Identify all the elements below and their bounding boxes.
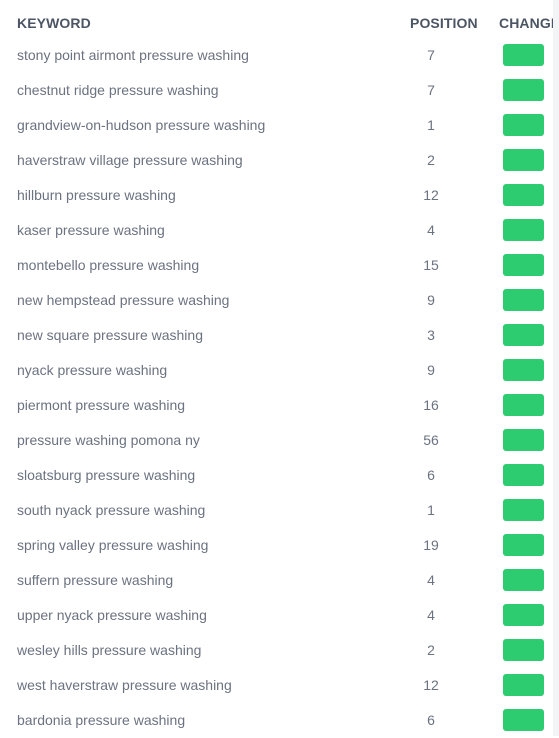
change-badge	[503, 674, 544, 696]
position-cell: 2	[427, 642, 435, 658]
table-row[interactable]: suffern pressure washing 4	[0, 563, 559, 598]
position-cell: 12	[423, 187, 439, 203]
keyword-cell: kaser pressure washing	[17, 222, 165, 238]
keyword-cell: chestnut ridge pressure washing	[17, 82, 219, 98]
column-header-keyword[interactable]: KEYWORD	[17, 15, 91, 31]
scrollbar[interactable]	[553, 0, 559, 736]
table-row[interactable]: new square pressure washing 3	[0, 318, 559, 353]
change-badge	[503, 219, 544, 241]
table-row[interactable]: wesley hills pressure washing 2	[0, 633, 559, 668]
keyword-cell: wesley hills pressure washing	[17, 642, 202, 658]
position-cell: 9	[427, 292, 435, 308]
table-row[interactable]: west haverstraw pressure washing 12	[0, 668, 559, 703]
table-row[interactable]: kaser pressure washing 4	[0, 213, 559, 248]
table-row[interactable]: new hempstead pressure washing 9	[0, 283, 559, 318]
table-row[interactable]: grandview-on-hudson pressure washing 1	[0, 108, 559, 143]
table-row[interactable]: spring valley pressure washing 19	[0, 528, 559, 563]
position-cell: 4	[427, 222, 435, 238]
keyword-cell: grandview-on-hudson pressure washing	[17, 117, 266, 133]
keyword-cell: suffern pressure washing	[17, 572, 174, 588]
keyword-cell: sloatsburg pressure washing	[17, 467, 196, 483]
position-cell: 6	[427, 467, 435, 483]
position-cell: 2	[427, 152, 435, 168]
change-badge	[503, 604, 544, 626]
change-badge	[503, 149, 544, 171]
change-badge	[503, 394, 544, 416]
table-row[interactable]: chestnut ridge pressure washing 7	[0, 73, 559, 108]
position-cell: 16	[423, 397, 439, 413]
change-badge	[503, 569, 544, 591]
table-row[interactable]: south nyack pressure washing 1	[0, 493, 559, 528]
keyword-cell: pressure washing pomona ny	[17, 432, 200, 448]
column-header-change[interactable]: CHANGE	[499, 15, 559, 31]
position-cell: 1	[427, 117, 435, 133]
keyword-cell: new hempstead pressure washing	[17, 292, 230, 308]
change-badge	[503, 289, 544, 311]
keyword-cell: stony point airmont pressure washing	[17, 47, 249, 63]
table-row[interactable]: hillburn pressure washing 12	[0, 178, 559, 213]
table-row[interactable]: haverstraw village pressure washing 2	[0, 143, 559, 178]
change-badge	[503, 429, 544, 451]
change-badge	[503, 114, 544, 136]
change-badge	[503, 359, 544, 381]
change-badge	[503, 44, 544, 66]
table-row[interactable]: piermont pressure washing 16	[0, 388, 559, 423]
position-cell: 4	[427, 607, 435, 623]
change-badge	[503, 639, 544, 661]
change-badge	[503, 79, 544, 101]
position-cell: 7	[427, 82, 435, 98]
position-cell: 9	[427, 362, 435, 378]
position-cell: 12	[423, 677, 439, 693]
keyword-cell: piermont pressure washing	[17, 397, 186, 413]
keyword-cell: nyack pressure washing	[17, 362, 168, 378]
position-cell: 15	[423, 257, 439, 273]
position-cell: 3	[427, 327, 435, 343]
position-cell: 56	[423, 432, 439, 448]
keyword-cell: south nyack pressure washing	[17, 502, 206, 518]
change-badge	[503, 324, 544, 346]
table-row[interactable]: sloatsburg pressure washing 6	[0, 458, 559, 493]
position-cell: 7	[427, 47, 435, 63]
table-body: stony point airmont pressure washing 7 che…	[0, 38, 559, 738]
keyword-cell: bardonia pressure washing	[17, 712, 186, 728]
table-row[interactable]: upper nyack pressure washing 4	[0, 598, 559, 633]
change-badge	[503, 534, 544, 556]
change-badge	[503, 499, 544, 521]
keyword-cell: spring valley pressure washing	[17, 537, 209, 553]
keyword-cell: montebello pressure washing	[17, 257, 200, 273]
table-row[interactable]: bardonia pressure washing 6	[0, 703, 559, 738]
table-header: KEYWORD POSITION CHANGE	[0, 0, 559, 38]
table-row[interactable]: pressure washing pomona ny 56	[0, 423, 559, 458]
column-header-position[interactable]: POSITION	[410, 15, 478, 31]
keyword-cell: new square pressure washing	[17, 327, 203, 343]
change-badge	[503, 709, 544, 731]
table-row[interactable]: stony point airmont pressure washing 7	[0, 38, 559, 73]
change-badge	[503, 464, 544, 486]
keyword-cell: haverstraw village pressure washing	[17, 152, 243, 168]
keyword-cell: west haverstraw pressure washing	[17, 677, 232, 693]
keyword-cell: upper nyack pressure washing	[17, 607, 207, 623]
keyword-cell: hillburn pressure washing	[17, 187, 176, 203]
position-cell: 6	[427, 712, 435, 728]
position-cell: 19	[423, 537, 439, 553]
position-cell: 1	[427, 502, 435, 518]
change-badge	[503, 184, 544, 206]
table-row[interactable]: montebello pressure washing 15	[0, 248, 559, 283]
position-cell: 4	[427, 572, 435, 588]
change-badge	[503, 254, 544, 276]
table-row[interactable]: nyack pressure washing 9	[0, 353, 559, 388]
